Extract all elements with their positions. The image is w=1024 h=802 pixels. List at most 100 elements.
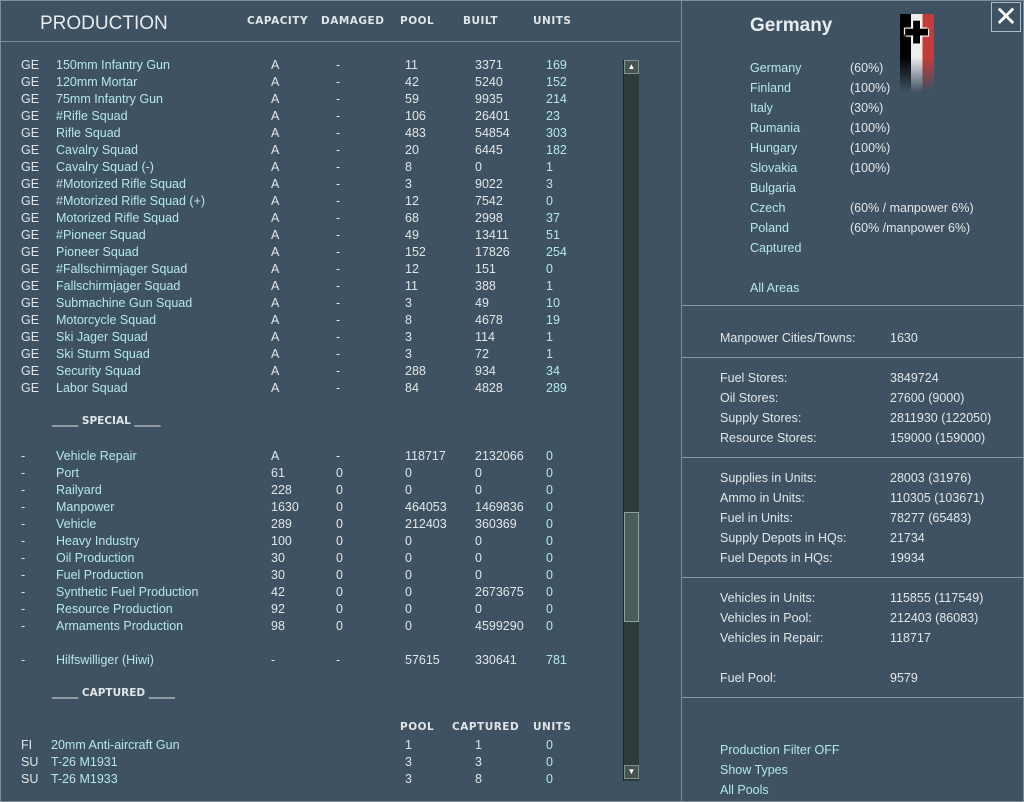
area-link[interactable]: Captured (750, 241, 802, 255)
unit-name-cell[interactable]: Submachine Gun Squad (56, 296, 193, 310)
nation-code-cell: GE (21, 330, 40, 344)
built-cell: 2673675 (475, 585, 524, 599)
damaged-cell: - (336, 58, 341, 72)
unit-name-cell[interactable]: 120mm Mortar (56, 75, 138, 89)
area-link[interactable]: Poland (750, 221, 789, 235)
column-capacity[interactable]: CAPACITY (247, 15, 309, 27)
capacity-cell: A (271, 364, 280, 378)
unit-name-cell[interactable]: Ski Jager Squad (56, 330, 148, 344)
unit-name-cell[interactable]: Motorized Rifle Squad (56, 211, 179, 225)
unit-name-cell[interactable]: #Rifle Squad (56, 109, 128, 123)
capacity-cell: A (271, 228, 280, 242)
column-pool[interactable]: POOL (400, 15, 435, 27)
unit-name-cell[interactable]: Hilfswilliger (Hiwi) (56, 653, 154, 667)
unit-name-cell[interactable]: 20mm Anti-aircraft Gun (51, 738, 180, 752)
captured-column-captured: CAPTURED (452, 721, 520, 733)
stat-label: Fuel Pool: (720, 671, 777, 685)
unit-name-cell[interactable]: Cavalry Squad (-) (56, 160, 154, 174)
built-cell: 0 (475, 568, 482, 582)
unit-name-cell[interactable]: Fallschirmjager Squad (56, 279, 181, 293)
units-cell: 781 (546, 653, 567, 667)
unit-name-cell[interactable]: Rifle Squad (56, 126, 121, 140)
units-cell: 0 (546, 466, 553, 480)
captured-cell: 8 (475, 772, 482, 786)
unit-name-cell[interactable]: #Motorized Rifle Squad (+) (56, 194, 206, 208)
damaged-cell: 0 (336, 585, 343, 599)
unit-name-cell[interactable]: T-26 M1931 (51, 755, 118, 769)
area-link[interactable]: Italy (750, 101, 773, 115)
unit-name-cell[interactable]: 150mm Infantry Gun (56, 58, 170, 72)
units-cell: 0 (546, 534, 553, 548)
show-types-link[interactable]: Show Types (720, 763, 788, 777)
unit-name-cell[interactable]: Vehicle (56, 517, 97, 531)
nation-code-cell: FI (21, 738, 33, 752)
units-cell: 1 (546, 330, 553, 344)
built-cell: 3371 (475, 58, 503, 72)
stat-label: Ammo in Units: (720, 491, 805, 505)
unit-name-cell[interactable]: #Motorized Rifle Squad (56, 177, 186, 191)
area-link[interactable]: Germany (750, 61, 802, 75)
unit-name-cell[interactable]: Labor Squad (56, 381, 128, 395)
unit-name-cell[interactable]: Port (56, 466, 79, 480)
built-cell: 360369 (475, 517, 517, 531)
units-cell: 169 (546, 58, 567, 72)
unit-name-cell[interactable]: Ski Sturm Squad (56, 347, 150, 361)
unit-name-cell[interactable]: Cavalry Squad (56, 143, 138, 157)
scrollbar-thumb[interactable] (624, 512, 639, 622)
unit-name-cell[interactable]: Oil Production (56, 551, 135, 565)
unit-name-cell[interactable]: Manpower (56, 500, 115, 514)
stat-value: 118717 (890, 631, 931, 645)
column-built[interactable]: BUILT (463, 15, 499, 27)
damaged-cell: 0 (336, 602, 343, 616)
unit-name-cell[interactable]: Vehicle Repair (56, 449, 137, 463)
unit-name-cell[interactable]: 75mm Infantry Gun (56, 92, 163, 106)
unit-name-cell[interactable]: Security Squad (56, 364, 141, 378)
all-pools-link[interactable]: All Pools (720, 783, 769, 797)
unit-name-cell[interactable]: Motorcycle Squad (56, 313, 157, 327)
area-link[interactable]: Czech (750, 201, 786, 215)
scroll-down-button[interactable]: ▼ (624, 765, 639, 779)
stat-value: 212403 (86083) (890, 611, 979, 625)
capacity-cell: A (271, 75, 280, 89)
stat-label: Fuel Stores: (720, 371, 788, 385)
built-cell: 17826 (475, 245, 510, 259)
unit-name-cell[interactable]: Synthetic Fuel Production (56, 585, 199, 599)
pool-cell: 49 (405, 228, 419, 242)
unit-name-cell[interactable]: #Pioneer Squad (56, 228, 146, 242)
area-link[interactable]: Finland (750, 81, 791, 95)
unit-name-cell[interactable]: Heavy Industry (56, 534, 140, 548)
damaged-cell: - (336, 194, 341, 208)
built-cell: 49 (475, 296, 489, 310)
unit-name-cell[interactable]: #Fallschirmjager Squad (56, 262, 188, 276)
built-cell: 54854 (475, 126, 510, 140)
pool-cell: 0 (405, 585, 412, 599)
damaged-cell: - (336, 143, 341, 157)
production-filter-link[interactable]: Production Filter OFF (720, 743, 840, 757)
column-units[interactable]: UNITS (533, 15, 572, 27)
area-link[interactable]: Slovakia (750, 161, 798, 175)
damaged-cell: - (336, 160, 341, 174)
area-link[interactable]: Bulgaria (750, 181, 796, 195)
unit-name-cell[interactable]: Fuel Production (56, 568, 144, 582)
captured-column-units: UNITS (533, 721, 572, 733)
units-cell: 3 (546, 177, 553, 191)
all-areas-link[interactable]: All Areas (750, 281, 800, 295)
scroll-up-button[interactable]: ▲ (624, 60, 639, 74)
pool-cell: 11 (405, 279, 418, 293)
pool-cell: 3 (405, 177, 412, 191)
unit-name-cell[interactable]: Pioneer Squad (56, 245, 139, 259)
nation-code-cell: - (21, 534, 26, 548)
area-link[interactable]: Hungary (750, 141, 798, 155)
area-link[interactable]: Rumania (750, 121, 801, 135)
column-damaged[interactable]: DAMAGED (321, 15, 385, 27)
unit-name-cell[interactable]: T-26 M1933 (51, 772, 118, 786)
scrollbar[interactable]: ▲ ▼ (623, 60, 639, 781)
pool-cell: 3 (405, 772, 412, 786)
capacity-cell: 289 (271, 517, 292, 531)
unit-name-cell[interactable]: Resource Production (56, 602, 173, 616)
close-button[interactable]: ✕ (991, 2, 1021, 32)
units-cell: 0 (546, 449, 553, 463)
nation-code-cell: GE (21, 160, 40, 174)
unit-name-cell[interactable]: Railyard (56, 483, 102, 497)
unit-name-cell[interactable]: Armaments Production (56, 619, 184, 633)
